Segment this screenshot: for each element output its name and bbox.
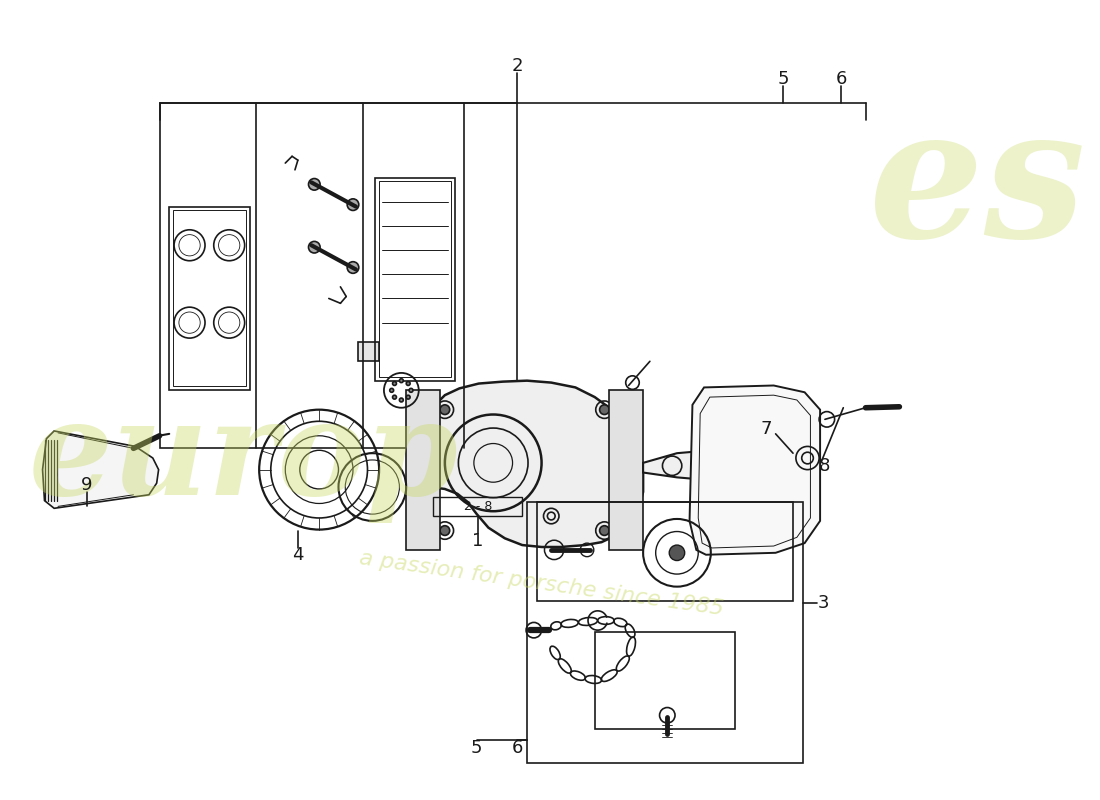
Circle shape bbox=[406, 382, 410, 386]
Circle shape bbox=[308, 242, 320, 253]
Bar bbox=[537, 502, 793, 601]
Circle shape bbox=[348, 262, 359, 274]
Text: 2 - 8: 2 - 8 bbox=[463, 500, 492, 513]
Text: 5: 5 bbox=[778, 70, 789, 88]
Text: 4: 4 bbox=[293, 546, 304, 564]
Circle shape bbox=[600, 405, 609, 414]
Text: europ: europ bbox=[29, 394, 459, 522]
Circle shape bbox=[600, 526, 609, 535]
Bar bbox=[433, 497, 522, 516]
Circle shape bbox=[399, 378, 404, 382]
Text: 1: 1 bbox=[472, 532, 483, 550]
Text: 2: 2 bbox=[512, 58, 524, 75]
Circle shape bbox=[308, 178, 320, 190]
Bar bbox=[527, 502, 803, 762]
Text: es: es bbox=[869, 99, 1085, 275]
Bar bbox=[173, 210, 245, 386]
Circle shape bbox=[348, 199, 359, 210]
Polygon shape bbox=[416, 381, 644, 547]
Bar bbox=[169, 206, 250, 390]
Text: 7: 7 bbox=[760, 420, 772, 438]
Polygon shape bbox=[644, 450, 735, 480]
Circle shape bbox=[393, 382, 396, 386]
Circle shape bbox=[440, 526, 450, 535]
Circle shape bbox=[440, 405, 450, 414]
Circle shape bbox=[409, 388, 412, 392]
Bar bbox=[609, 390, 644, 550]
Text: 8: 8 bbox=[818, 457, 829, 474]
Bar bbox=[160, 103, 517, 448]
Text: 6: 6 bbox=[512, 739, 524, 757]
Circle shape bbox=[669, 545, 684, 561]
Text: 9: 9 bbox=[81, 476, 92, 494]
Text: 5: 5 bbox=[471, 739, 483, 757]
Circle shape bbox=[389, 388, 394, 392]
Bar bbox=[358, 342, 379, 362]
Bar bbox=[375, 178, 454, 381]
Circle shape bbox=[406, 395, 410, 399]
Text: a passion for porsche since 1985: a passion for porsche since 1985 bbox=[359, 548, 725, 619]
Circle shape bbox=[399, 398, 404, 402]
Polygon shape bbox=[690, 386, 821, 554]
Text: 6: 6 bbox=[836, 70, 847, 88]
Text: 3: 3 bbox=[817, 594, 828, 612]
Polygon shape bbox=[43, 431, 158, 508]
Bar bbox=[595, 632, 735, 729]
Circle shape bbox=[393, 395, 396, 399]
Bar bbox=[406, 390, 440, 550]
Bar bbox=[379, 182, 451, 377]
